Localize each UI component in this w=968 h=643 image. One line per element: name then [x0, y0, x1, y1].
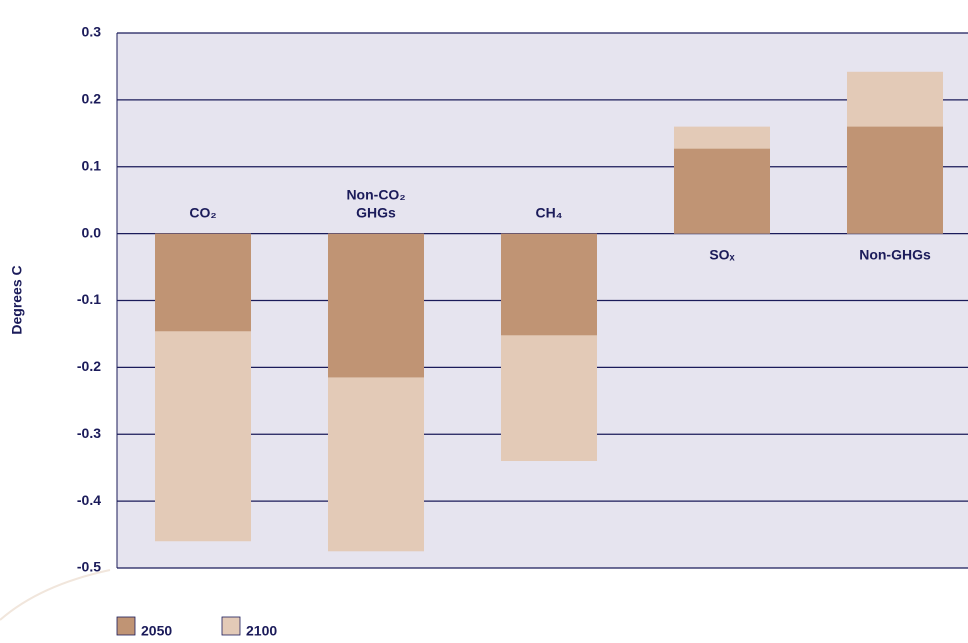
category-label-line: GHGs — [356, 204, 396, 220]
legend-label: 2100 — [246, 623, 277, 639]
category-label: Non-CO₂ GHGs — [346, 186, 405, 220]
bar — [674, 148, 770, 234]
y-tick-label: -0.3 — [77, 425, 101, 441]
y-tick-label: -0.4 — [77, 492, 101, 508]
bar — [155, 233, 251, 332]
decoration — [0, 569, 111, 621]
bar — [328, 233, 424, 378]
y-axis-label: Degrees C — [9, 265, 25, 334]
category-label: Non-GHGs — [859, 246, 931, 262]
legend-swatch — [221, 616, 241, 636]
y-tick-label: 0.0 — [82, 224, 102, 240]
y-tick-label: -0.2 — [77, 358, 101, 374]
y-tick-label: 0.2 — [82, 91, 102, 107]
bar — [501, 233, 597, 336]
category-label: CH₄ — [536, 204, 563, 220]
y-tick-label: -0.1 — [77, 291, 101, 307]
legend-label: 2050 — [141, 623, 172, 639]
category-label-line: Non-CO₂ — [346, 186, 405, 202]
category-label: CO₂ — [189, 204, 216, 220]
y-tick-label: 0.1 — [82, 157, 102, 173]
category-label: SOₓ — [709, 246, 735, 262]
y-tick-label: 0.3 — [82, 24, 102, 40]
legend-swatch — [116, 616, 136, 636]
bar — [847, 126, 943, 234]
y-tick-label: -0.5 — [77, 559, 101, 575]
